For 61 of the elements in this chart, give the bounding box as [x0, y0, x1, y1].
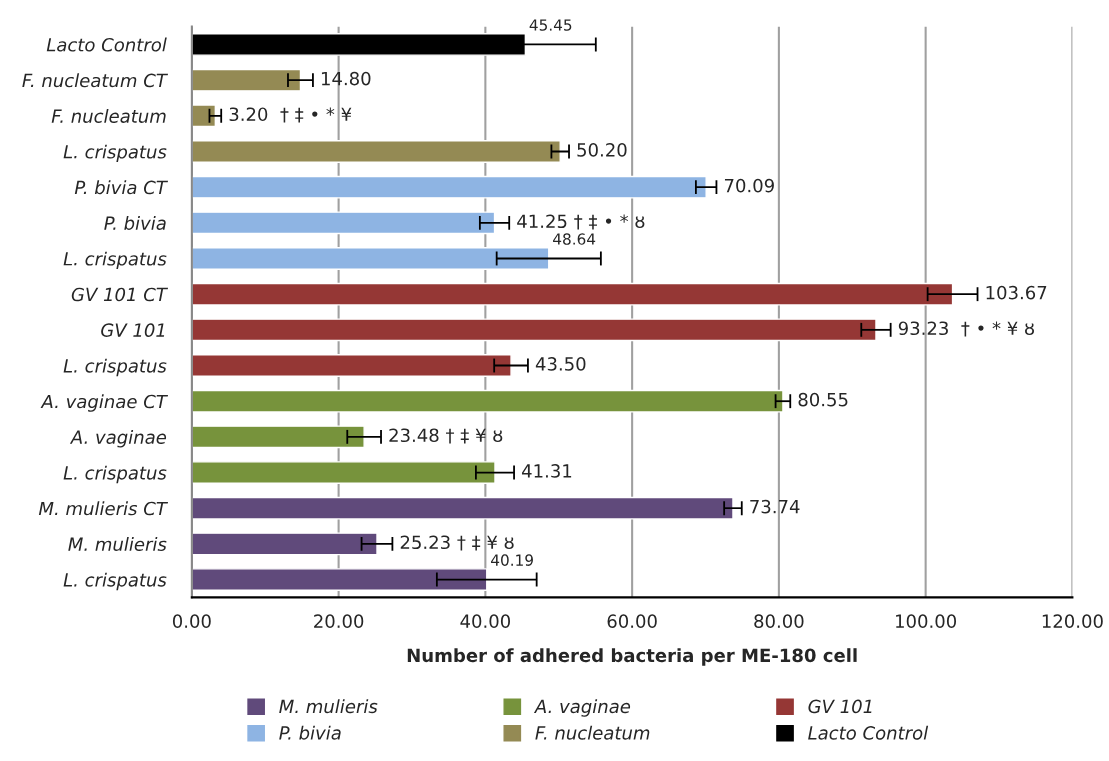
y-tick-label: L. crispatus [63, 572, 167, 591]
data-label: 25.23 † ‡ ¥ ȣ [400, 535, 514, 551]
y-tick-label: Lacto Control [46, 37, 167, 52]
bar [191, 532, 378, 556]
bar [191, 175, 707, 199]
x-tick-label: 80.00 [754, 614, 804, 629]
data-label: 41.25 † ‡ • * ȣ [517, 214, 645, 230]
data-label: 73.74 [750, 499, 800, 514]
x-tick-label: 100.00 [896, 614, 957, 629]
bar [191, 282, 954, 306]
y-tick-label: L. crispatus [63, 358, 167, 377]
bar [191, 389, 784, 413]
bar [191, 68, 302, 92]
y-tick-label: A. vaginae [69, 430, 167, 448]
y-tick-label: F. nucleatum CT [22, 73, 169, 88]
x-axis-title: Number of adhered bacteria per ME-180 cell [407, 648, 857, 666]
legend-label: M. mulieris [279, 699, 378, 714]
y-tick-label: P. bivia [104, 215, 166, 230]
y-tick-label: GV 101 [101, 323, 165, 337]
y-tick-label: L. crispatus [63, 465, 167, 484]
x-tick-label: 120.00 [1042, 614, 1103, 629]
data-label: 50.20 [577, 143, 627, 157]
data-label: 14.80 [321, 71, 371, 86]
data-label: 23.48 † ‡ ¥ ȣ [389, 428, 503, 444]
bar [191, 318, 877, 342]
legend-label: A. vaginae [533, 699, 631, 717]
bar [191, 140, 561, 163]
data-label: 45.45 [529, 19, 572, 31]
data-label: 3.20 † ‡ • * ¥ [229, 107, 352, 123]
data-label: 93.23 † • * ¥ ȣ [898, 321, 1035, 337]
data-label: 70.09 [724, 178, 774, 193]
legend-label: P. bivia [279, 725, 341, 740]
bar [191, 247, 550, 270]
y-tick-label: P. bivia CT [74, 180, 169, 195]
y-tick-label: M. mulieris CT [38, 501, 169, 516]
bar [191, 354, 512, 377]
y-tick-label: L. crispatus [63, 144, 167, 163]
data-label: 80.55 [798, 392, 848, 407]
data-label: 48.64 [553, 233, 596, 245]
legend-label: GV 101 [808, 699, 872, 714]
bar [191, 461, 496, 484]
data-label: 41.31 [521, 464, 572, 478]
data-label: 40.19 [491, 554, 533, 566]
legend-label: Lacto Control [808, 725, 929, 740]
legend-label: F. nucleatum [535, 725, 650, 740]
y-tick-label: GV 101 CT [71, 287, 169, 302]
y-tick-label: A. vaginae CT [40, 394, 169, 412]
bar [191, 568, 488, 591]
bar [191, 104, 217, 128]
x-tick-label: 40.00 [460, 614, 511, 629]
data-label: 103.67 [986, 285, 1047, 300]
x-tick-label: 20.00 [314, 614, 364, 629]
y-tick-label: F. nucleatum [51, 108, 166, 123]
bar [191, 425, 365, 449]
bar [191, 211, 496, 235]
x-tick-label: 60.00 [607, 614, 657, 629]
data-label: 43.50 [535, 357, 586, 371]
bar [191, 496, 734, 520]
y-tick-label: M. mulieris [68, 537, 167, 551]
x-tick-label: 0.00 [172, 614, 211, 629]
y-tick-label: L. crispatus [63, 251, 167, 270]
